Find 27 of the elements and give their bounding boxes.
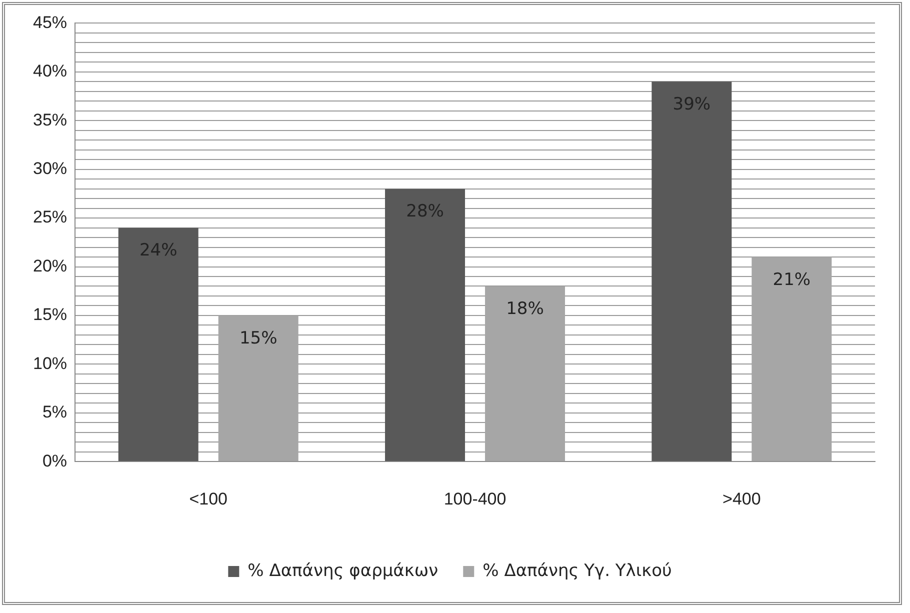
x-tick-label: >400 — [722, 489, 761, 508]
text: 24% — [139, 240, 178, 261]
text: 18% — [506, 299, 544, 320]
x-tick-label: 100-400 — [444, 489, 506, 508]
y-tick-label: 40% — [32, 62, 68, 81]
bar — [218, 315, 298, 462]
x-tick-label: <100 — [189, 489, 228, 508]
text: 21% — [772, 270, 811, 290]
y-tick-label: 15% — [32, 305, 68, 324]
text: 39% — [672, 94, 711, 115]
y-tick-label: 10% — [32, 354, 68, 373]
y-tick-label: 45% — [32, 12, 68, 32]
y-tick-label: 0% — [42, 451, 68, 470]
bar — [652, 82, 732, 462]
legend-label: % Δαπάνης φαρμάκων — [248, 560, 438, 581]
text: 15% — [239, 328, 278, 348]
bar — [118, 228, 198, 462]
y-tick-label: 5% — [42, 402, 68, 422]
legend-label: % Δαπάνης Υγ. Υλικού — [482, 560, 672, 581]
bar — [752, 257, 832, 462]
bar — [485, 286, 566, 462]
bar — [385, 188, 466, 462]
y-tick-label: 25% — [32, 208, 68, 227]
y-tick-label: 30% — [32, 159, 68, 178]
y-tick-label: 20% — [32, 256, 68, 276]
text: 28% — [406, 202, 444, 222]
y-tick-label: 35% — [32, 110, 68, 130]
